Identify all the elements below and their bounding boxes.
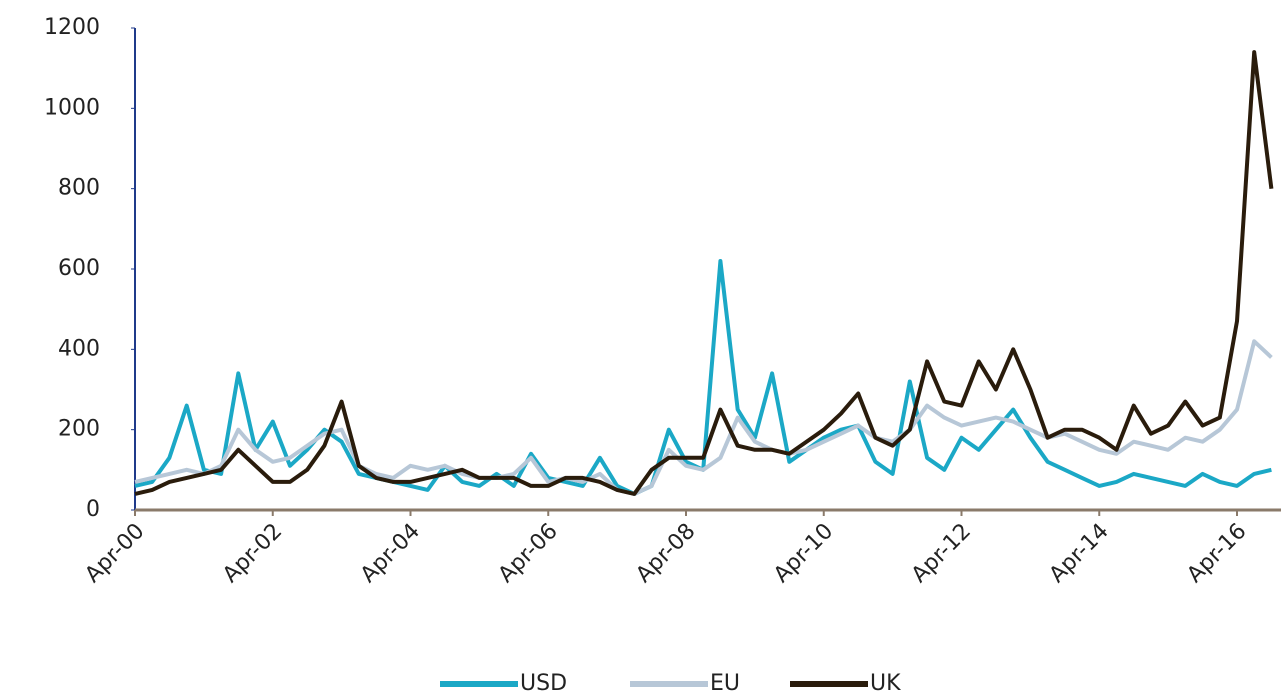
y-tick-label: 800: [58, 176, 100, 201]
x-tick-label: Apr-16: [1182, 519, 1251, 588]
legend-label: UK: [870, 671, 901, 696]
x-tick-label: Apr-10: [769, 519, 838, 588]
line-series: [134, 339, 1273, 496]
y-tick-label: 400: [58, 336, 100, 361]
line-series: [134, 50, 1274, 496]
y-tick-label: 600: [58, 256, 100, 281]
y-tick-label: 0: [86, 497, 100, 522]
y-tick-label: 1200: [44, 15, 100, 40]
legend-label: USD: [520, 671, 567, 696]
y-tick-label: 200: [58, 417, 100, 442]
x-tick-label: Apr-02: [218, 519, 287, 588]
x-tick-label: Apr-00: [80, 519, 149, 588]
y-tick-label: 1000: [44, 95, 100, 120]
x-tick-label: Apr-04: [356, 519, 425, 588]
x-tick-label: Apr-08: [631, 519, 700, 588]
x-tick-label: Apr-12: [907, 519, 976, 588]
x-tick-label: Apr-06: [494, 519, 563, 588]
x-tick-label: Apr-14: [1045, 519, 1114, 588]
legend-label: EU: [710, 671, 740, 696]
